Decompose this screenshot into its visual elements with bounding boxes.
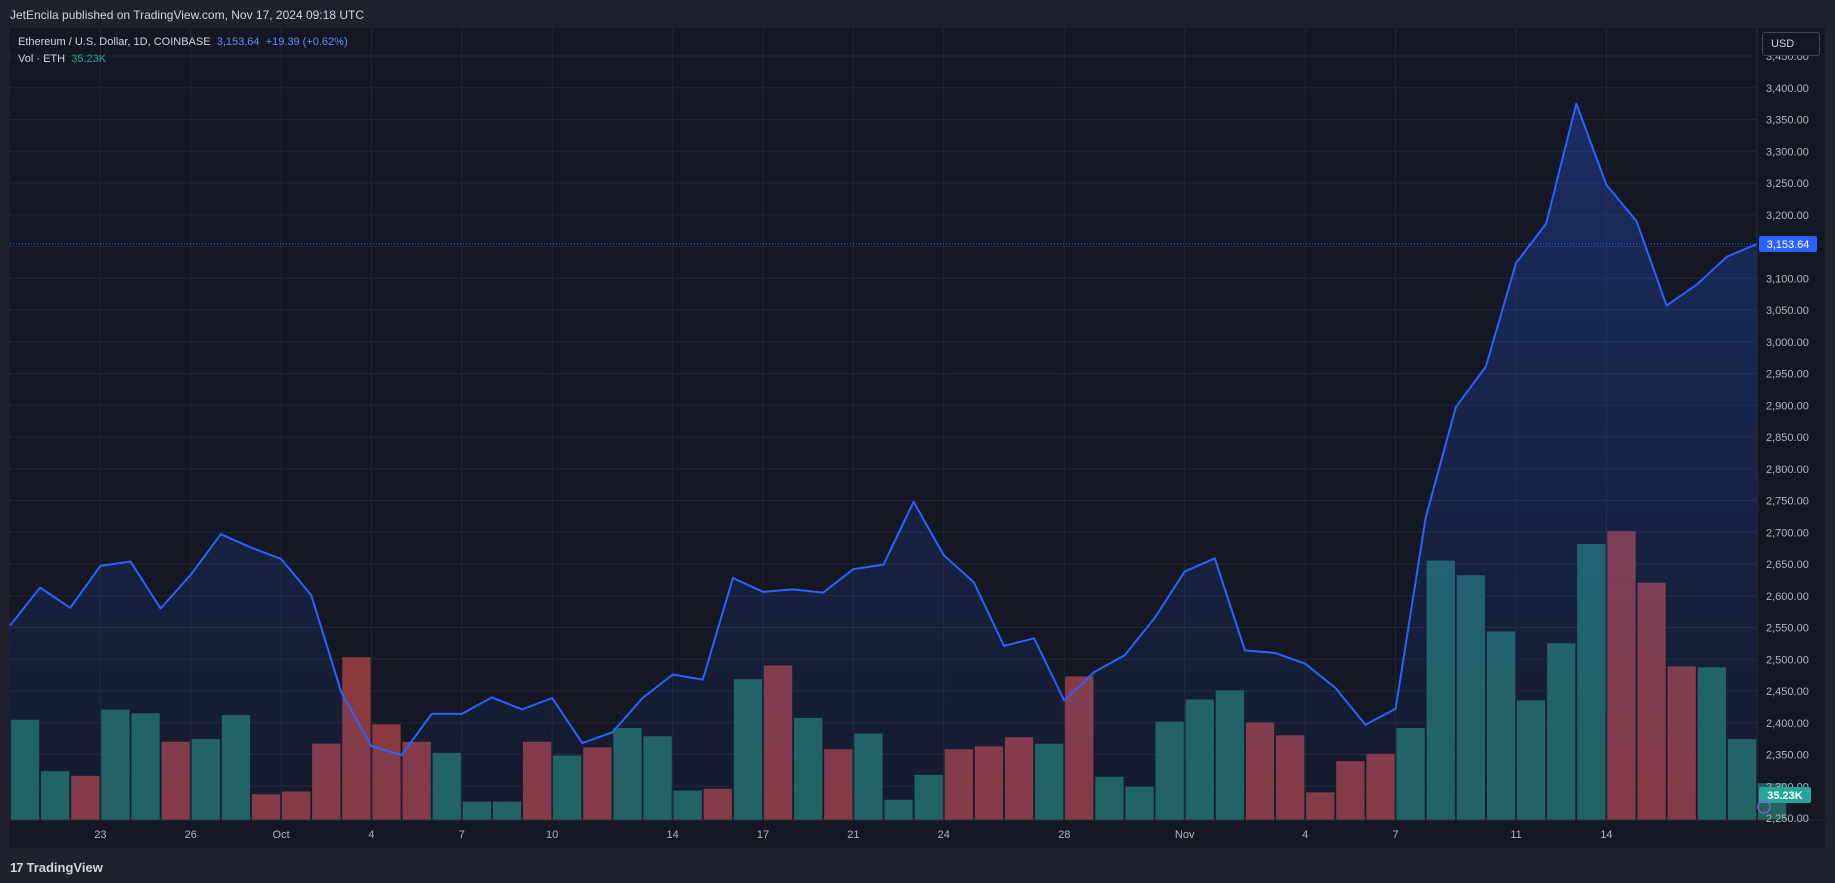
price-axis[interactable]: 3,450.003,400.003,350.003,300.003,250.00… — [1766, 51, 1809, 825]
time-tick-label: 23 — [94, 829, 106, 841]
price-tick-label: 2,350.00 — [1766, 750, 1809, 762]
time-tick-label: 21 — [847, 829, 859, 841]
price-tick-label: 2,450.00 — [1766, 686, 1809, 698]
price-tick-label: 3,050.00 — [1766, 305, 1809, 317]
price-tick-label: 2,400.00 — [1766, 718, 1809, 730]
price-tick-label: 2,850.00 — [1766, 432, 1809, 444]
published-info: JetEncila published on TradingView.com, … — [10, 8, 364, 22]
time-tick-label: 10 — [546, 829, 558, 841]
chart-scroll-handle[interactable] — [1757, 800, 1771, 814]
time-tick-label: 17 — [757, 829, 769, 841]
price-tick-label: 2,950.00 — [1766, 369, 1809, 381]
volume-tag: 35.23K — [1759, 787, 1811, 803]
price-tick-label: 2,250.00 — [1766, 813, 1809, 825]
price-tick-label: 3,300.00 — [1766, 146, 1809, 158]
time-tick-label: 4 — [1302, 829, 1308, 841]
time-tick-label: 4 — [368, 829, 374, 841]
price-change: +19.39 (+0.62%) — [265, 36, 348, 48]
time-axis[interactable]: 23 26 Oct 4 7 10 14 17 21 24 28 Nov 4 7 11 14 — [94, 829, 1612, 841]
time-tick-label: 14 — [667, 829, 679, 841]
price-tick-label: 3,200.00 — [1766, 210, 1809, 222]
symbol-name[interactable]: Ethereum / U.S. Dollar, 1D, COINBASE — [18, 36, 211, 48]
price-tick-label: 3,250.00 — [1766, 178, 1809, 190]
time-tick-label: 7 — [1392, 829, 1398, 841]
time-tick-label: 11 — [1510, 829, 1521, 841]
chart-legend: Ethereum / U.S. Dollar, 1D, COINBASE 3,1… — [18, 34, 348, 68]
volume-row: Vol · ETH 35.23K — [18, 51, 348, 68]
time-tick-label: 7 — [459, 829, 465, 841]
time-tick-label: 14 — [1600, 829, 1612, 841]
price-tick-label: 3,100.00 — [1766, 273, 1809, 285]
symbol-row: Ethereum / U.S. Dollar, 1D, COINBASE 3,1… — [18, 34, 348, 51]
brand-name: TradingView — [26, 860, 103, 875]
volume-label[interactable]: Vol · ETH — [18, 53, 66, 65]
price-tick-label: 3,000.00 — [1766, 337, 1809, 349]
price-tick-label: 2,650.00 — [1766, 559, 1809, 571]
price-tick-label: 3,350.00 — [1766, 115, 1809, 127]
time-tick-label: Oct — [273, 829, 290, 841]
price-line — [9, 102, 1758, 757]
top-bar: JetEncila published on TradingView.com, … — [0, 0, 1835, 28]
last-price-tag: 3,153.64 — [1759, 235, 1817, 252]
time-tick-label: 26 — [185, 829, 197, 841]
price-area — [10, 103, 1757, 821]
currency-button[interactable]: USD — [1762, 32, 1820, 56]
time-tick-label: 28 — [1058, 829, 1070, 841]
price-tick-label: 2,550.00 — [1766, 623, 1809, 635]
price-volume-chart[interactable]: 3,450.003,400.003,350.003,300.003,250.00… — [0, 0, 1835, 848]
volume-value-label: 35.23K — [1767, 790, 1803, 802]
tradingview-logo-icon: 17 — [10, 860, 24, 875]
price-tick-label: 2,600.00 — [1766, 591, 1809, 603]
price-tick-label: 2,700.00 — [1766, 527, 1809, 539]
footer: 17 TradingView — [0, 848, 1835, 883]
price-tick-label: 2,800.00 — [1766, 464, 1809, 476]
price-tick-label: 3,400.00 — [1766, 83, 1809, 95]
volume-value: 35.23K — [71, 53, 107, 65]
time-tick-label: Nov — [1175, 829, 1195, 841]
price-tick-label: 2,500.00 — [1766, 654, 1809, 666]
tradingview-logo[interactable]: 17 TradingView — [10, 860, 103, 875]
last-price: 3,153.64 — [216, 36, 260, 48]
last-price-label: 3,153.64 — [1767, 239, 1810, 251]
price-tick-label: 2,750.00 — [1766, 496, 1809, 508]
price-tick-label: 2,900.00 — [1766, 400, 1809, 412]
time-tick-label: 24 — [938, 829, 950, 841]
